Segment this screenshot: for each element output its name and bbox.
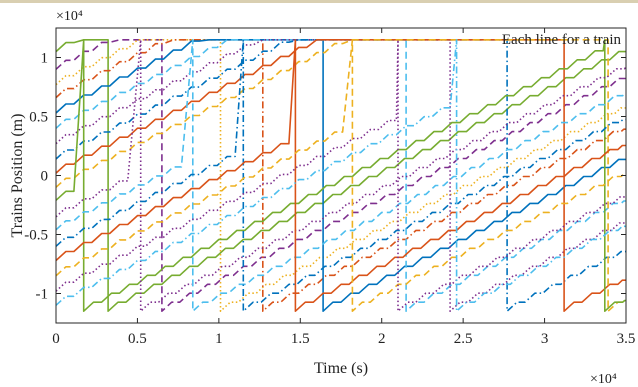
series-line-3 — [56, 39, 626, 312]
series-line-1 — [56, 39, 626, 312]
series-line-18 — [56, 39, 626, 312]
x-axis-exponent: ×10⁴ — [590, 372, 617, 387]
x-tick-label: 1.5 — [291, 331, 310, 347]
x-axis-label: Time (s) — [314, 360, 368, 377]
series-line-10 — [56, 39, 626, 312]
y-tick-label: -1 — [36, 287, 49, 303]
series-line-2 — [56, 39, 626, 312]
x-tick-label: 3.5 — [617, 331, 636, 347]
series-line-17 — [56, 39, 626, 312]
series-line-11 — [56, 39, 626, 312]
y-tick-label: 0.5 — [29, 110, 48, 126]
x-tick-label: 3 — [541, 331, 549, 347]
series-line-8 — [56, 39, 626, 312]
series-line-5 — [56, 39, 626, 312]
annotation-text: Each line for a train — [502, 32, 622, 48]
y-axis-exponent: ×10⁴ — [56, 9, 83, 24]
y-tick-label: 1 — [41, 51, 49, 67]
y-tick-label: -0.5 — [24, 228, 48, 244]
x-tick-label: 2 — [378, 331, 386, 347]
series-line-4 — [56, 39, 626, 312]
top-border-strip — [0, 0, 638, 3]
series-line-16 — [56, 39, 626, 312]
series-line-13 — [56, 39, 626, 312]
series-line-14 — [56, 39, 626, 312]
series-layer — [56, 39, 626, 312]
tick-layer: 0 0.5 1 1.5 2 2.5 3 3.5 -1 -0.5 0 0.5 1 — [24, 28, 635, 347]
x-tick-label: 2.5 — [454, 331, 473, 347]
x-tick-label: 0.5 — [128, 331, 147, 347]
x-tick-label: 0 — [52, 331, 60, 347]
series-line-15 — [56, 39, 626, 312]
x-tick-label: 1 — [215, 331, 223, 347]
y-tick-label: 0 — [41, 169, 49, 185]
y-axis-label: Trains Position (m) — [9, 114, 26, 238]
series-line-7 — [56, 39, 626, 312]
plot-area-background — [56, 28, 626, 323]
